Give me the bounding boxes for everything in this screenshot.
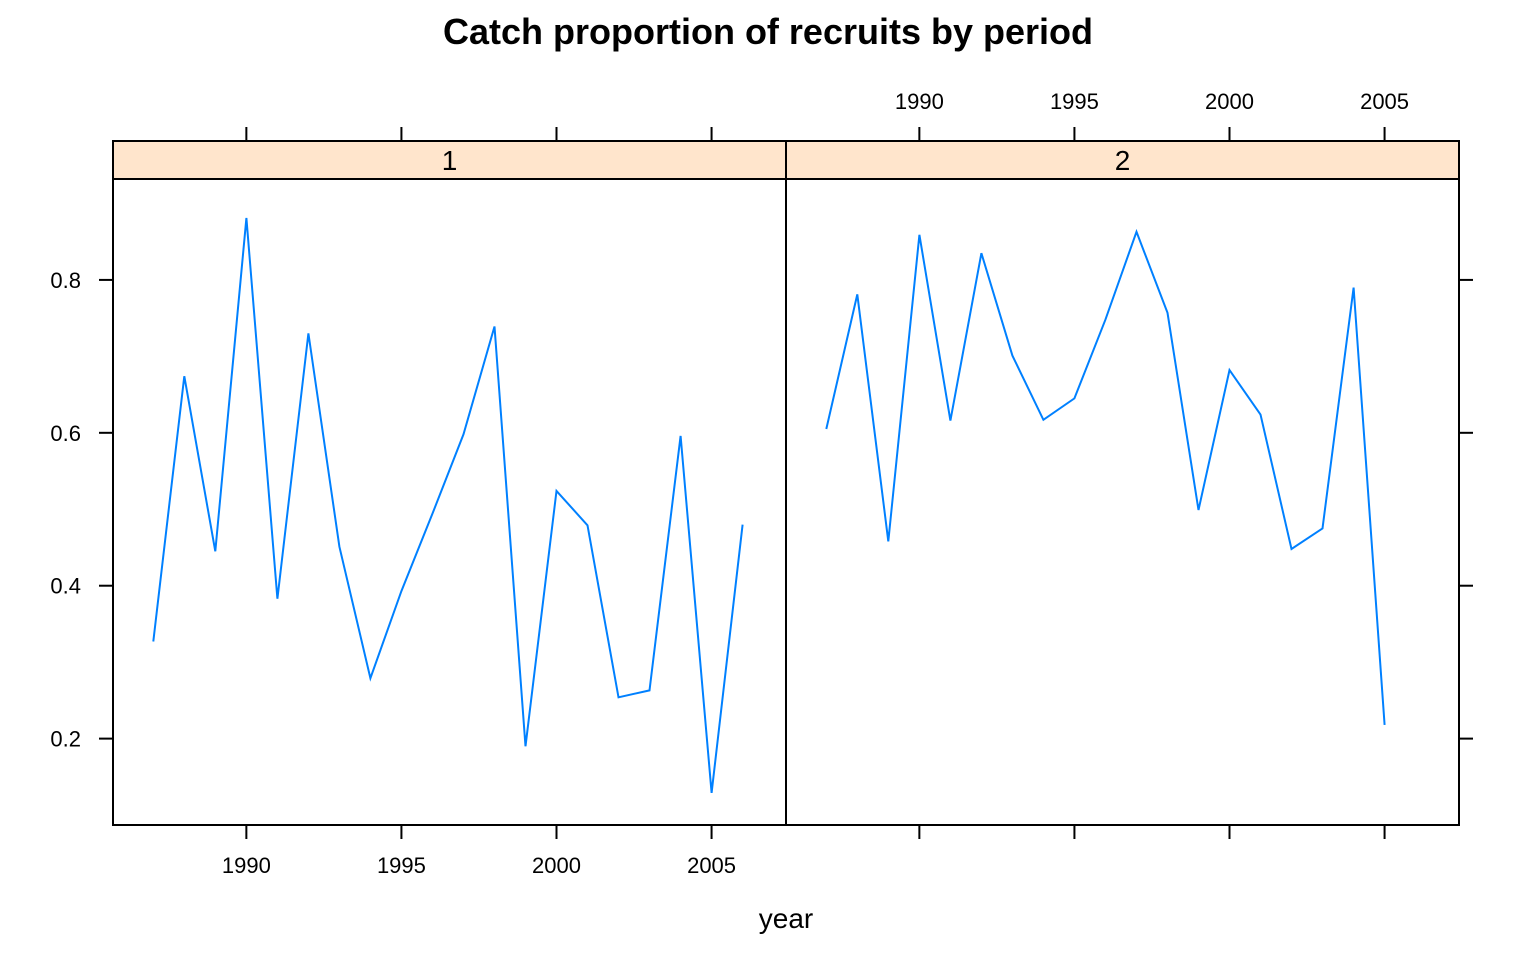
panel-strip-label: 1 [442,145,458,176]
panel-strip [785,140,1460,180]
panel-frame [785,178,1460,826]
panel-frame [112,178,787,826]
x-tick-label: 2005 [687,853,736,878]
series-line [152,217,744,794]
panel-strip [112,140,787,180]
panel-2: 2 1990 1995 2000 2005 [785,89,1473,839]
chart-title: Catch proportion of recruits by period [443,11,1093,52]
y-tick-label: 0.2 [50,727,81,752]
x-tick-label: 1995 [377,853,426,878]
x-tick-label-top: 1990 [895,89,944,114]
x-tick-label-top: 2005 [1360,89,1409,114]
series-line [825,228,1386,725]
x-tick-label-top: 2000 [1205,89,1254,114]
panel-strip-label: 2 [1115,145,1131,176]
x-tick-label: 2000 [532,853,581,878]
y-tick-label: 0.6 [50,421,81,446]
x-axis-label: year [759,903,813,934]
y-tick-label: 0.8 [50,268,81,293]
panel-1: 1 1990 1995 2000 2005 0.2 0.4 0.6 0.8 [50,127,787,878]
x-tick-label-top: 1995 [1050,89,1099,114]
x-tick-label: 1990 [222,853,271,878]
panels: 1 1990 1995 2000 2005 0.2 0.4 0.6 0.8 2 1990 1995 20… [50,89,1473,878]
y-tick-label: 0.4 [50,574,81,599]
